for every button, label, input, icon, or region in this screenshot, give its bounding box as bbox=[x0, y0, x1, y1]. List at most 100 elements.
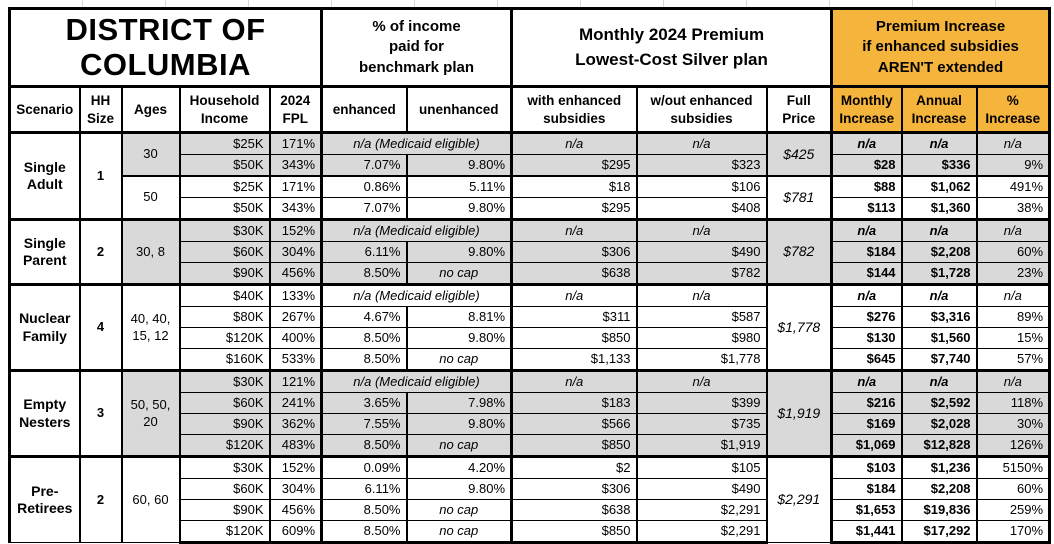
without-subsidies-cell: n/a bbox=[635, 131, 768, 155]
unenhanced-pct-cell: 9.80% bbox=[405, 197, 513, 220]
annual-increase-cell: $2,592 bbox=[900, 392, 978, 414]
unenhanced-pct-cell: 4.20% bbox=[405, 455, 513, 479]
fpl-cell: 343% bbox=[268, 197, 323, 220]
table-row: Single Adult 1 30 $25K 171% n/a (Medicaid eli… bbox=[8, 131, 1052, 220]
hh-size-cell: 2 bbox=[78, 218, 123, 285]
monthly-increase-cell: $88 bbox=[830, 175, 903, 198]
hh-size-cell: 3 bbox=[78, 369, 123, 457]
monthly-increase-cell: $1,653 bbox=[830, 499, 903, 521]
with-subsidies-cell: $311 bbox=[510, 306, 638, 328]
without-subsidies-cell: $782 bbox=[635, 262, 768, 285]
col-header-enhanced: enhanced bbox=[320, 86, 408, 134]
table-row: Pre-Retirees 2 60, 60 $30K 152% 0.09% 4.20% $2 $… bbox=[8, 455, 1052, 543]
pct-increase-cell: 9% bbox=[975, 154, 1052, 177]
household-income-cell: $25K bbox=[178, 131, 271, 155]
unenhanced-pct-cell: 7.98% bbox=[405, 392, 513, 414]
annual-increase-cell: n/a bbox=[900, 131, 978, 155]
pct-increase-cell: n/a bbox=[975, 369, 1052, 393]
full-price-cell: $425 bbox=[765, 131, 833, 177]
medicaid-eligible-cell: n/a (Medicaid eligible) bbox=[319, 369, 513, 393]
scenario-cell: Empty Nesters bbox=[8, 369, 81, 457]
monthly-increase-cell: $28 bbox=[830, 154, 903, 177]
monthly-increase-cell: $144 bbox=[830, 262, 903, 285]
annual-increase-cell: $336 bbox=[900, 154, 978, 177]
annual-increase-cell: $3,316 bbox=[900, 306, 978, 328]
medicaid-eligible-cell: n/a (Medicaid eligible) bbox=[319, 283, 513, 307]
header-group-premium-increase: Premium Increase if enhanced subsidies A… bbox=[830, 7, 1052, 88]
full-price-cell: $2,291 bbox=[765, 455, 833, 543]
fpl-cell: 483% bbox=[268, 434, 323, 457]
monthly-increase-cell: n/a bbox=[830, 131, 903, 155]
without-subsidies-cell: $408 bbox=[635, 197, 768, 220]
household-income-cell: $120K bbox=[178, 520, 271, 544]
monthly-increase-cell: n/a bbox=[830, 283, 903, 307]
household-income-cell: $90K bbox=[178, 413, 271, 435]
with-subsidies-cell: $295 bbox=[510, 197, 638, 220]
table-row: Empty Nesters 3 50, 50, 20 $30K 121% n/a (Med… bbox=[8, 369, 1052, 457]
fpl-cell: 456% bbox=[268, 262, 323, 285]
without-subsidies-cell: n/a bbox=[635, 218, 768, 242]
annual-increase-cell: n/a bbox=[900, 218, 978, 242]
monthly-increase-cell: $169 bbox=[830, 413, 903, 435]
enhanced-pct-cell: 8.50% bbox=[320, 499, 408, 521]
enhanced-pct-cell: 0.09% bbox=[320, 455, 408, 479]
without-subsidies-cell: $587 bbox=[635, 306, 768, 328]
col-header-pct-increase: % Increase bbox=[975, 86, 1052, 134]
table-row: $120K 483% 8.50% no cap $850 $1,919 $1,069 $12,… bbox=[10, 434, 1052, 457]
medicaid-eligible-cell: n/a (Medicaid eligible) bbox=[319, 218, 513, 242]
header-group-income-pct: % of income paid for benchmark plan bbox=[319, 7, 514, 88]
annual-increase-cell: $7,740 bbox=[900, 348, 978, 371]
table-row: Single Parent 2 30, 8 $30K 152% n/a (Medicaid… bbox=[8, 218, 1052, 285]
monthly-increase-cell: $276 bbox=[830, 306, 903, 328]
table-row: $160K 533% 8.50% no cap $1,133 $1,778 $645 $7,7… bbox=[10, 348, 1052, 371]
monthly-increase-cell: $1,441 bbox=[830, 520, 903, 544]
with-subsidies-cell: $850 bbox=[510, 434, 638, 457]
pct-increase-cell: 259% bbox=[975, 499, 1052, 521]
pct-increase-cell: 15% bbox=[975, 327, 1052, 349]
with-subsidies-cell: $850 bbox=[510, 520, 638, 544]
table-row: $50K 343% 7.07% 9.80% $295 $323 $28 $336 9% bbox=[10, 154, 1052, 177]
col-header-monthly-increase: Monthly Increase bbox=[830, 86, 903, 134]
without-subsidies-cell: $980 bbox=[635, 327, 768, 349]
annual-increase-cell: $1,360 bbox=[900, 197, 978, 220]
monthly-increase-cell: $130 bbox=[830, 327, 903, 349]
enhanced-pct-cell: 6.11% bbox=[320, 478, 408, 500]
header-group-monthly-premium: Monthly 2024 Premium Lowest-Cost Silver … bbox=[510, 7, 834, 88]
household-income-cell: $90K bbox=[178, 262, 271, 285]
enhanced-pct-cell: 0.86% bbox=[320, 175, 408, 198]
enhanced-pct-cell: 7.55% bbox=[320, 413, 408, 435]
household-income-cell: $40K bbox=[178, 283, 271, 307]
unenhanced-pct-cell: no cap bbox=[405, 499, 513, 521]
fpl-cell: 304% bbox=[268, 241, 323, 263]
without-subsidies-cell: n/a bbox=[635, 369, 768, 393]
hh-size-cell: 2 bbox=[78, 455, 123, 543]
with-subsidies-cell: $850 bbox=[510, 327, 638, 349]
without-subsidies-cell: $105 bbox=[635, 455, 768, 479]
unenhanced-pct-cell: 9.80% bbox=[405, 154, 513, 177]
with-subsidies-cell: n/a bbox=[510, 369, 638, 393]
without-subsidies-cell: $2,291 bbox=[635, 520, 768, 544]
household-income-cell: $80K bbox=[178, 306, 271, 328]
ages-cell: 60, 60 bbox=[120, 455, 181, 543]
fpl-cell: 171% bbox=[268, 131, 323, 155]
unenhanced-pct-cell: 8.81% bbox=[405, 306, 513, 328]
household-income-cell: $60K bbox=[178, 392, 271, 414]
ages-cell: 40, 40, 15, 12 bbox=[120, 283, 181, 371]
annual-increase-cell: $12,828 bbox=[900, 434, 978, 457]
with-subsidies-cell: $183 bbox=[510, 392, 638, 414]
annual-increase-cell: $2,208 bbox=[900, 478, 978, 500]
pct-increase-cell: 118% bbox=[975, 392, 1052, 414]
pct-increase-cell: 491% bbox=[975, 175, 1052, 198]
full-price-cell: $1,778 bbox=[765, 283, 833, 371]
monthly-increase-cell: $645 bbox=[830, 348, 903, 371]
fpl-cell: 152% bbox=[268, 218, 323, 242]
fpl-cell: 304% bbox=[268, 478, 323, 500]
fpl-cell: 267% bbox=[268, 306, 323, 328]
enhanced-pct-cell: 8.50% bbox=[320, 327, 408, 349]
full-price-cell: $1,919 bbox=[765, 369, 833, 457]
pct-increase-cell: n/a bbox=[975, 218, 1052, 242]
pct-increase-cell: n/a bbox=[975, 131, 1052, 155]
col-header-scenario: Scenario bbox=[8, 86, 81, 134]
hh-size-cell: 4 bbox=[78, 283, 123, 371]
household-income-cell: $30K bbox=[178, 218, 271, 242]
